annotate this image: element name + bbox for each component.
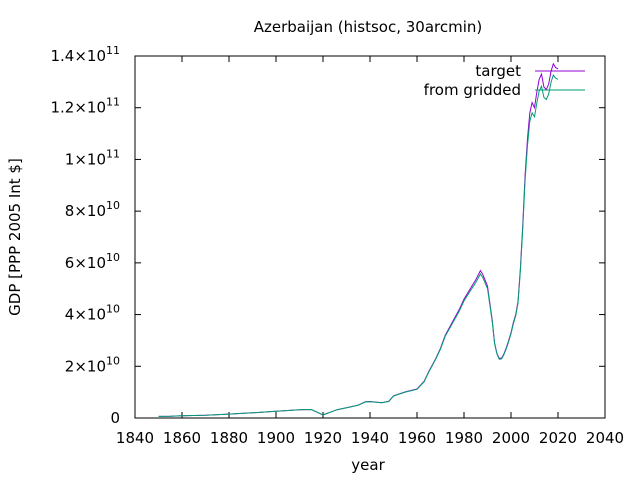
plot-frame xyxy=(134,55,606,419)
series-line-from-gridded xyxy=(158,74,559,417)
legend-label-target: target xyxy=(475,62,521,80)
x-tick-label: 2040 xyxy=(586,429,624,447)
y-tick-label: 1.4×1011 xyxy=(50,44,120,65)
x-tick-label: 2000 xyxy=(492,429,530,447)
x-axis: 1840 1860 1880 1900 1920 1940 1960 1980 2000 2020… xyxy=(116,56,624,447)
y-axis: 0 2×1010 4×1010 6×1010 8×1010 1×1011 1.2×1011 1… xyxy=(50,44,605,427)
x-tick-label: 2020 xyxy=(539,429,577,447)
x-tick-label: 1860 xyxy=(163,429,201,447)
y-tick-label: 2×1010 xyxy=(65,354,120,375)
x-tick-label: 1940 xyxy=(351,429,389,447)
chart-title: Azerbaijan (histsoc, 30arcmin) xyxy=(254,18,483,36)
x-tick-label: 1920 xyxy=(304,429,342,447)
y-tick-label: 0 xyxy=(110,409,120,427)
y-tick-label: 8×1010 xyxy=(65,199,120,220)
series-line-target xyxy=(158,62,559,417)
x-tick-label: 1960 xyxy=(398,429,436,447)
y-tick-label: 6×1010 xyxy=(65,251,120,272)
x-axis-label: year xyxy=(351,456,385,474)
legend: target from gridded xyxy=(424,62,585,99)
x-tick-label: 1900 xyxy=(257,429,295,447)
x-tick-label: 1840 xyxy=(116,429,154,447)
x-tick-label: 1980 xyxy=(445,429,483,447)
y-tick-label: 1.2×1011 xyxy=(50,96,120,117)
series-group xyxy=(158,62,559,417)
legend-label-from-gridded: from gridded xyxy=(424,81,521,99)
y-tick-label: 1×1011 xyxy=(65,147,120,168)
y-axis-label: GDP [PPP 2005 Int $] xyxy=(6,158,24,316)
y-tick-label: 4×1010 xyxy=(65,303,120,324)
x-tick-label: 1880 xyxy=(210,429,248,447)
